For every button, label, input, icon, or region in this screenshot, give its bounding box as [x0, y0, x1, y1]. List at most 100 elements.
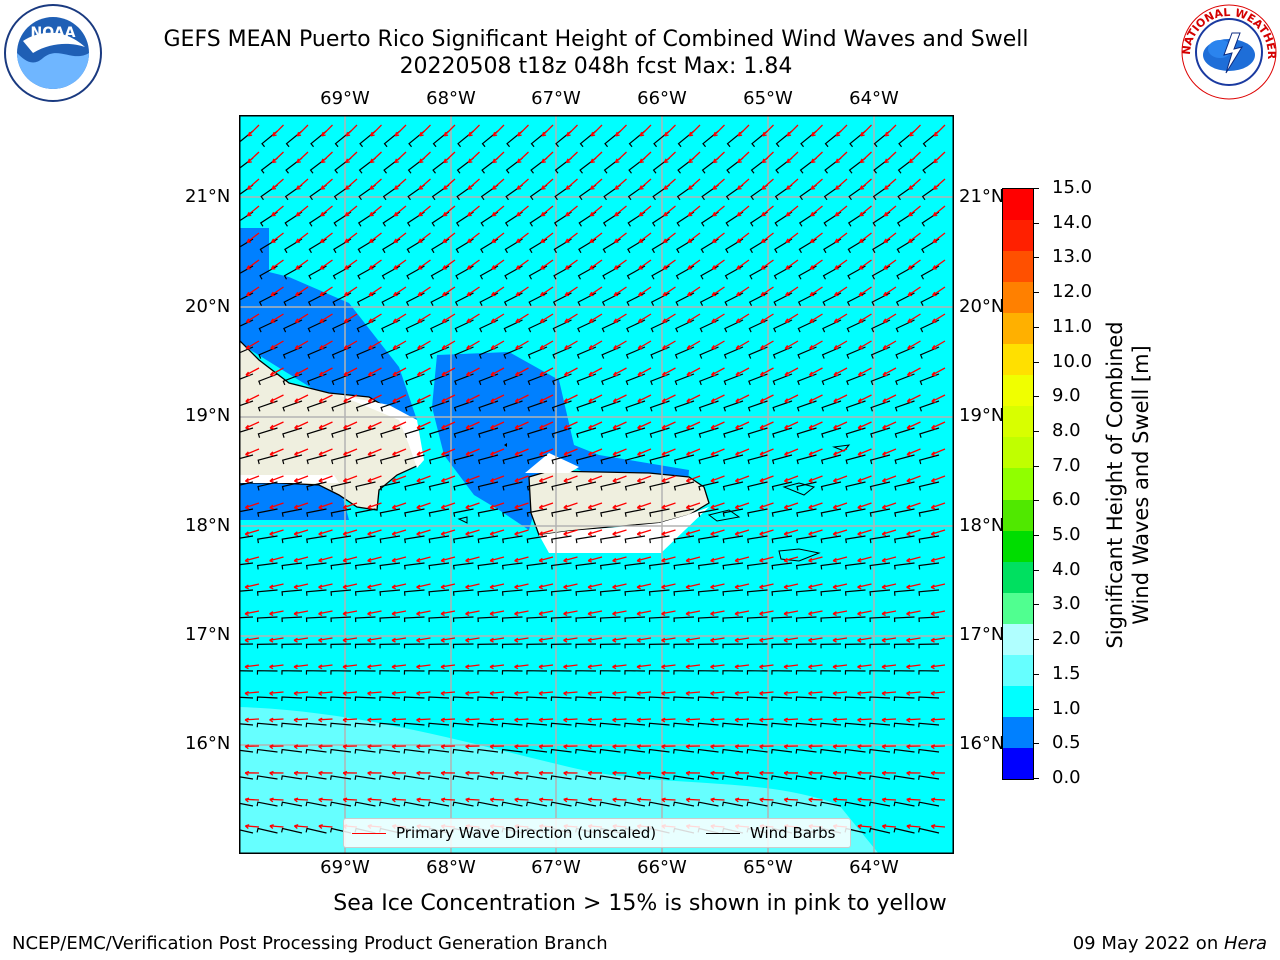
wave-direction-arrow	[857, 717, 872, 723]
wave-direction-arrow	[832, 637, 848, 643]
wind-barb	[918, 801, 940, 807]
wind-barb	[575, 454, 597, 465]
wave-direction-arrow	[761, 205, 774, 217]
wind-barb	[404, 400, 425, 412]
wave-direction-arrow	[857, 475, 872, 483]
wave-direction-arrow	[614, 178, 627, 190]
wind-barb	[503, 346, 523, 359]
wave-direction-arrow	[293, 770, 309, 776]
wave-direction-arrow	[930, 529, 946, 537]
wind-barb	[430, 319, 450, 333]
wave-direction-arrow	[907, 340, 921, 350]
lon-label-top: 64°W	[849, 88, 899, 109]
wind-barb	[428, 508, 450, 517]
wave-direction-arrow	[564, 313, 578, 323]
wind-barb	[526, 670, 548, 675]
wave-direction-arrow	[367, 770, 382, 776]
wind-barb	[795, 616, 817, 623]
colorbar-segment	[1003, 437, 1033, 469]
wave-direction-arrow	[587, 529, 603, 537]
wave-direction-arrow	[858, 232, 872, 243]
wind-barb	[452, 562, 474, 570]
wave-direction-arrow	[661, 448, 676, 457]
wind-barb	[869, 801, 891, 807]
wave-direction-arrow	[685, 690, 701, 696]
wave-direction-arrow	[318, 824, 333, 829]
wind-barb	[673, 535, 695, 544]
wind-barb	[354, 722, 376, 728]
wave-direction-arrow	[612, 556, 627, 563]
wave-direction-arrow	[269, 717, 284, 723]
wave-direction-arrow	[808, 475, 823, 483]
wind-barb	[379, 696, 401, 701]
wind-barb	[551, 454, 572, 465]
wave-direction-arrow	[808, 502, 823, 510]
wind-barb	[454, 319, 474, 333]
wave-direction-arrow	[809, 286, 823, 297]
wave-direction-arrow	[589, 232, 603, 243]
wave-direction-arrow	[468, 124, 480, 137]
wind-barb	[624, 722, 646, 728]
legend-black-line	[706, 832, 740, 834]
wind-barb	[748, 346, 768, 359]
wave-direction-arrow	[736, 205, 750, 217]
wind-barb	[599, 696, 621, 701]
wave-direction-arrow	[442, 286, 456, 297]
wave-direction-arrow	[784, 394, 799, 403]
wind-barb	[673, 722, 695, 728]
wave-direction-arrow	[710, 394, 725, 403]
wave-direction-arrow	[933, 124, 946, 137]
wave-direction-arrow	[318, 475, 333, 483]
wave-direction-arrow	[638, 286, 652, 297]
wave-direction-arrow	[514, 583, 529, 590]
wave-direction-arrow	[269, 797, 284, 803]
wind-barb	[599, 589, 621, 596]
wave-direction-arrow	[489, 690, 505, 696]
wind-barb	[746, 801, 768, 807]
wind-barb	[576, 400, 597, 412]
wave-direction-arrow	[883, 232, 897, 243]
sea-ice-caption: Sea Ice Concentration > 15% is shown in …	[333, 891, 947, 916]
colorbar-segment	[1003, 530, 1033, 563]
wind-barb	[747, 535, 768, 544]
wind-barb	[379, 722, 401, 728]
wind-barb	[403, 748, 425, 754]
wave-direction-arrow	[514, 529, 529, 537]
wave-direction-arrow	[734, 475, 750, 483]
wind-barb	[281, 670, 303, 675]
wave-direction-arrow	[539, 394, 554, 403]
wave-direction-arrow	[490, 367, 505, 377]
wave-direction-arrow	[293, 717, 309, 723]
wave-direction-arrow	[612, 744, 627, 750]
wave-direction-arrow	[809, 259, 823, 270]
wave-direction-arrow	[857, 690, 872, 696]
wave-direction-arrow	[563, 637, 578, 643]
wave-direction-arrow	[563, 556, 578, 563]
wave-direction-arrow	[783, 583, 799, 590]
wind-barb	[748, 373, 768, 386]
wind-barb	[673, 589, 695, 596]
wave-direction-arrow	[857, 744, 872, 750]
wave-direction-arrow	[416, 744, 431, 750]
wave-direction-arrow	[368, 259, 382, 270]
wave-direction-arrow	[318, 556, 333, 563]
wave-direction-arrow	[808, 690, 823, 696]
wave-direction-arrow	[636, 475, 652, 483]
colorbar-segment	[1003, 282, 1033, 314]
wind-barb	[846, 373, 866, 386]
wave-direction-arrow	[832, 770, 848, 776]
wind-barb	[283, 319, 303, 333]
wave-direction-arrow	[515, 340, 529, 350]
wind-barb	[795, 775, 817, 780]
wave-direction-arrow	[391, 583, 407, 590]
wind-barb	[501, 670, 523, 675]
wind-barb	[771, 616, 793, 623]
wind-barb	[501, 748, 523, 754]
wind-barb	[673, 454, 695, 465]
wave-direction-arrow	[833, 448, 848, 457]
wave-direction-arrow	[590, 151, 603, 164]
wave-direction-arrow	[269, 583, 284, 590]
wind-barb	[575, 696, 597, 701]
wave-direction-arrow	[538, 637, 554, 643]
wind-barb	[722, 696, 744, 701]
